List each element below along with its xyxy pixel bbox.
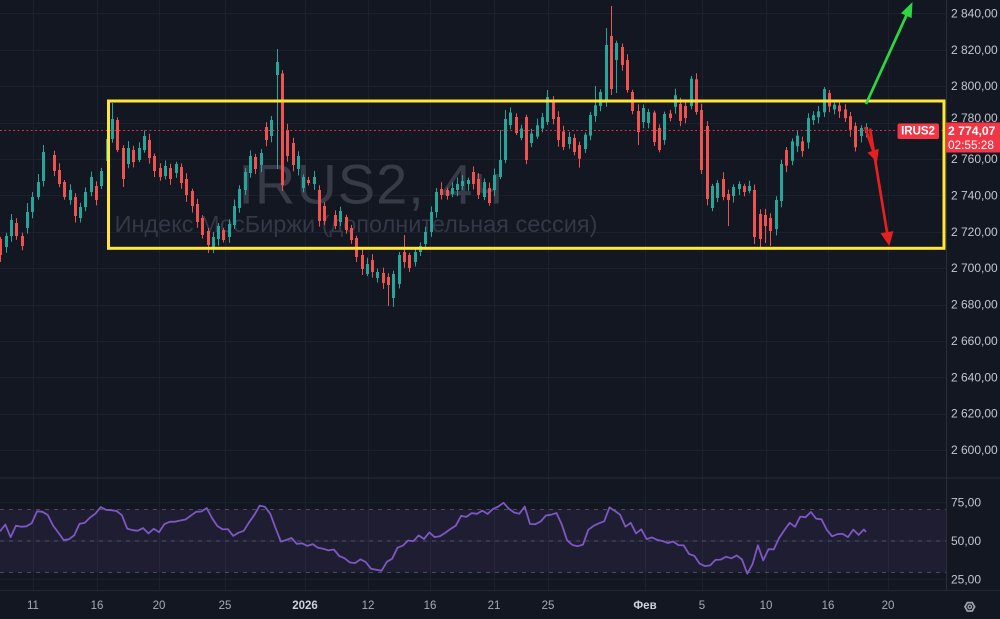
svg-text:2 774,07: 2 774,07 xyxy=(948,124,996,138)
svg-text:2 760,00: 2 760,00 xyxy=(951,152,998,166)
svg-text:21: 21 xyxy=(488,600,501,612)
svg-text:25: 25 xyxy=(542,600,555,612)
svg-text:2 740,00: 2 740,00 xyxy=(951,188,998,202)
svg-text:2 620,00: 2 620,00 xyxy=(951,407,998,421)
svg-text:Индекс МосБиржи (дополнительна: Индекс МосБиржи (дополнительная сессия) xyxy=(115,211,598,237)
svg-text:50,00: 50,00 xyxy=(951,534,981,548)
svg-text:2 640,00: 2 640,00 xyxy=(951,370,998,384)
svg-text:2 720,00: 2 720,00 xyxy=(951,225,998,239)
svg-text:25,00: 25,00 xyxy=(951,572,981,586)
svg-text:2 800,00: 2 800,00 xyxy=(951,79,998,93)
svg-text:Фев: Фев xyxy=(633,600,656,612)
svg-text:11: 11 xyxy=(27,600,39,612)
svg-text:2 780,00: 2 780,00 xyxy=(951,111,998,125)
svg-text:16: 16 xyxy=(424,600,437,612)
svg-text:20: 20 xyxy=(882,600,895,612)
svg-text:2 600,00: 2 600,00 xyxy=(951,443,998,457)
svg-text:20: 20 xyxy=(153,600,166,612)
svg-text:2 840,00: 2 840,00 xyxy=(951,6,998,20)
svg-text:25: 25 xyxy=(219,600,232,612)
svg-text:75,00: 75,00 xyxy=(951,496,981,510)
svg-text:12: 12 xyxy=(362,600,375,612)
svg-text:2 680,00: 2 680,00 xyxy=(951,298,998,312)
svg-text:2 700,00: 2 700,00 xyxy=(951,261,998,275)
svg-text:10: 10 xyxy=(760,600,773,612)
svg-text:02:55:28: 02:55:28 xyxy=(948,138,994,152)
svg-text:16: 16 xyxy=(822,600,835,612)
svg-text:2 820,00: 2 820,00 xyxy=(951,43,998,57)
svg-text:2026: 2026 xyxy=(292,600,318,612)
svg-text:2 660,00: 2 660,00 xyxy=(951,334,998,348)
svg-text:5: 5 xyxy=(699,600,705,612)
svg-text:16: 16 xyxy=(91,600,104,612)
svg-text:IRUS2: IRUS2 xyxy=(901,126,935,138)
